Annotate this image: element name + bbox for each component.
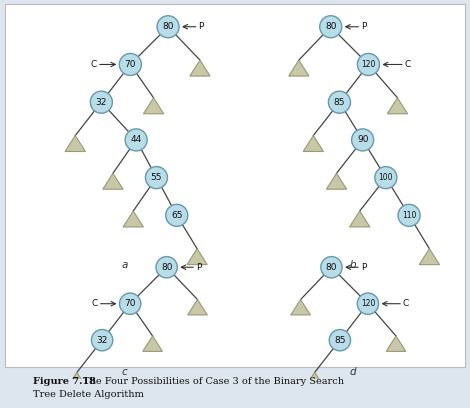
Polygon shape [303, 135, 323, 151]
Polygon shape [419, 249, 439, 265]
Text: 100: 100 [379, 173, 393, 182]
Polygon shape [386, 336, 406, 351]
Circle shape [320, 16, 342, 38]
Polygon shape [65, 135, 86, 151]
Polygon shape [188, 299, 207, 315]
Text: 32: 32 [96, 336, 108, 345]
Circle shape [119, 293, 141, 314]
Text: b: b [349, 260, 356, 271]
Polygon shape [103, 173, 123, 189]
Circle shape [357, 293, 379, 314]
Polygon shape [291, 299, 310, 315]
Text: P: P [361, 22, 367, 31]
Text: 110: 110 [402, 211, 416, 220]
Text: 80: 80 [161, 263, 172, 272]
Circle shape [357, 53, 379, 75]
Text: C: C [92, 299, 98, 308]
Polygon shape [190, 60, 210, 76]
Text: 80: 80 [325, 22, 337, 31]
Polygon shape [143, 336, 163, 351]
Text: 70: 70 [125, 299, 136, 308]
Polygon shape [67, 373, 86, 388]
Text: 85: 85 [334, 98, 345, 106]
Circle shape [166, 204, 188, 226]
Circle shape [352, 129, 374, 151]
Text: 90: 90 [357, 135, 368, 144]
Polygon shape [387, 98, 407, 114]
Polygon shape [187, 249, 207, 265]
Polygon shape [350, 211, 370, 227]
Text: a: a [121, 260, 128, 271]
Text: d: d [349, 367, 356, 377]
Text: 85: 85 [334, 336, 345, 345]
Text: 120: 120 [361, 299, 375, 308]
Text: C: C [405, 60, 411, 69]
Polygon shape [143, 98, 164, 114]
Text: 120: 120 [361, 60, 376, 69]
Circle shape [92, 330, 113, 351]
Text: 32: 32 [96, 98, 107, 106]
Text: C: C [91, 60, 97, 69]
Circle shape [125, 129, 147, 151]
Text: P: P [198, 22, 204, 31]
Text: Tree Delete Algorithm: Tree Delete Algorithm [33, 390, 144, 399]
Circle shape [329, 91, 351, 113]
Circle shape [145, 166, 167, 188]
Text: C: C [403, 299, 409, 308]
Text: Figure 7.18: Figure 7.18 [33, 377, 96, 386]
Polygon shape [289, 60, 309, 76]
Circle shape [90, 91, 112, 113]
Text: 70: 70 [125, 60, 136, 69]
Text: P: P [196, 263, 202, 272]
Circle shape [157, 16, 179, 38]
Polygon shape [123, 211, 143, 227]
Polygon shape [326, 173, 347, 189]
Text: 80: 80 [326, 263, 337, 272]
Text: c: c [122, 367, 127, 377]
Text: 55: 55 [151, 173, 162, 182]
Circle shape [321, 257, 342, 278]
Text: 80: 80 [162, 22, 174, 31]
Text: 65: 65 [171, 211, 182, 220]
Circle shape [375, 166, 397, 188]
Circle shape [398, 204, 420, 226]
Text: P: P [361, 263, 366, 272]
Circle shape [119, 53, 141, 75]
Text: The Four Possibilities of Case 3 of the Binary Search: The Four Possibilities of Case 3 of the … [83, 377, 344, 386]
Polygon shape [305, 373, 324, 388]
Circle shape [329, 330, 351, 351]
Text: 44: 44 [131, 135, 142, 144]
Circle shape [156, 257, 177, 278]
